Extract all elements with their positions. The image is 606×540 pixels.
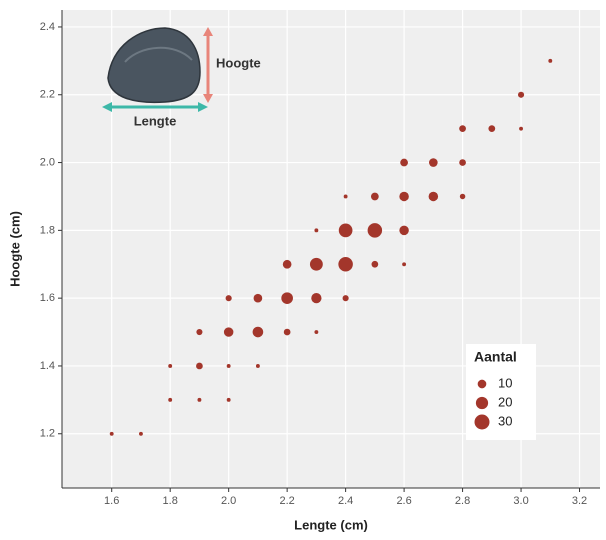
point <box>338 223 353 238</box>
point <box>196 328 203 336</box>
x-tick-label: 2.6 <box>396 495 411 507</box>
x-tick-label: 2.8 <box>455 495 470 507</box>
legend-label: 20 <box>498 394 512 409</box>
shell-inset: Hoogte Lengte <box>102 27 261 128</box>
x-tick-label: 2.4 <box>338 495 353 507</box>
point <box>282 259 292 269</box>
point <box>196 362 203 370</box>
y-tick-label: 2.0 <box>40 156 55 168</box>
point <box>402 262 407 267</box>
height-annotation: Hoogte <box>216 55 261 70</box>
x-tick-label: 2.2 <box>279 495 294 507</box>
point <box>399 225 409 236</box>
point <box>429 158 438 167</box>
point <box>281 292 293 304</box>
point <box>370 192 379 201</box>
point <box>252 326 264 338</box>
point <box>519 126 523 131</box>
x-tick-label: 1.6 <box>104 495 119 507</box>
legend-title: Aantal <box>474 349 517 365</box>
point <box>309 257 323 271</box>
point <box>548 58 553 63</box>
y-tick-label: 1.8 <box>40 224 55 236</box>
point <box>399 191 409 202</box>
point <box>488 125 496 133</box>
point <box>223 327 234 337</box>
point <box>109 431 114 436</box>
point <box>517 91 525 98</box>
length-annotation: Lengte <box>134 113 177 128</box>
point <box>283 328 291 336</box>
point <box>342 295 349 302</box>
shell <box>107 27 201 104</box>
x-axis-title: Lengte (cm) <box>294 517 368 532</box>
legend-label: 30 <box>498 413 512 428</box>
point <box>459 125 466 133</box>
x-tick-label: 1.8 <box>163 495 178 507</box>
point <box>311 293 322 304</box>
point <box>197 397 202 402</box>
point <box>255 364 260 368</box>
y-tick-label: 2.4 <box>40 21 55 33</box>
point <box>371 260 379 268</box>
point <box>226 364 231 368</box>
point <box>367 223 383 238</box>
shell-ridge <box>124 46 193 63</box>
legend-point <box>475 396 489 410</box>
x-tick-label: 3.2 <box>572 495 587 507</box>
point <box>459 193 466 200</box>
point <box>225 295 232 302</box>
point <box>139 431 143 436</box>
y-axis-title: Hoogte (cm) <box>7 211 22 287</box>
legend-point <box>477 379 487 389</box>
points <box>109 58 553 436</box>
point <box>168 364 173 368</box>
point <box>253 293 263 303</box>
point <box>459 159 466 166</box>
point <box>428 191 439 202</box>
point <box>343 194 348 199</box>
legend-point <box>474 414 490 430</box>
y-tick-label: 1.6 <box>40 292 55 304</box>
height-arrowheads <box>203 27 213 103</box>
point <box>314 330 319 334</box>
point <box>168 397 173 402</box>
y-tick-label: 1.2 <box>40 428 55 440</box>
y-tick-label: 1.4 <box>40 360 55 372</box>
point <box>314 228 319 233</box>
y-tick-label: 2.2 <box>40 89 55 101</box>
point <box>226 397 231 402</box>
x-tick-label: 3.0 <box>513 495 528 507</box>
x-tick-label: 2.0 <box>221 495 236 507</box>
point <box>400 158 408 167</box>
point <box>338 257 353 272</box>
legend-label: 10 <box>498 375 512 390</box>
